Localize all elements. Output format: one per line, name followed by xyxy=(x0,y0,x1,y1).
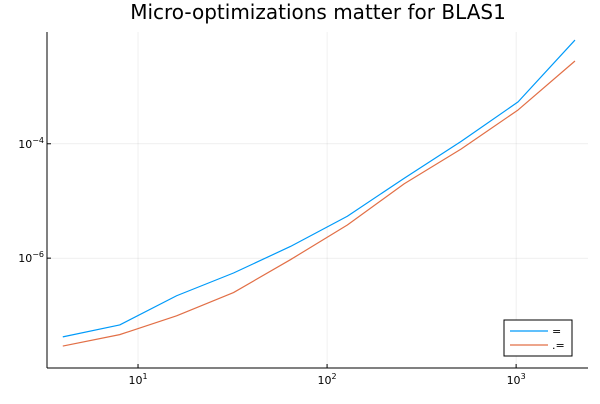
legend-box xyxy=(503,319,573,357)
series-line-1 xyxy=(62,60,576,347)
x-tick-label-2: 103 xyxy=(507,372,526,387)
series-line-0 xyxy=(62,39,576,338)
legend-label-0: = xyxy=(552,325,561,338)
legend: =.= xyxy=(503,319,573,357)
chart-title: Micro-optimizations matter for BLAS1 xyxy=(130,0,506,24)
y-tick-label-1: 10−4 xyxy=(18,136,44,151)
legend-label-1: .= xyxy=(552,339,565,352)
tick-labels: 101 102 103 10−6 10−4 xyxy=(18,136,525,387)
y-tick-label-0: 10−6 xyxy=(18,250,44,265)
x-tick-label-1: 102 xyxy=(318,372,337,387)
grid xyxy=(47,32,588,368)
series-lines xyxy=(62,39,576,347)
x-tick-label-0: 101 xyxy=(128,372,147,387)
axes xyxy=(46,32,588,369)
